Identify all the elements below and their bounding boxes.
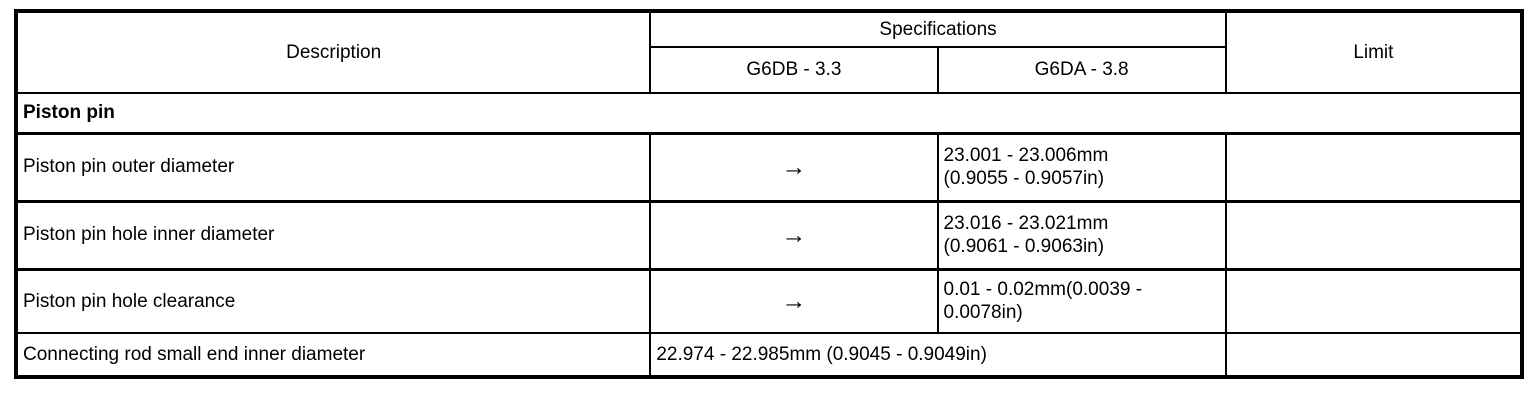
limit-cell (1224, 131, 1524, 202)
limit-cell (1224, 199, 1524, 270)
description-cell: Connecting rod small end inner diameter (14, 332, 652, 378)
table-row: Piston pin hole clearance → 0.01 - 0.02m… (14, 267, 1524, 334)
header-row-top: Description Specifications Limit (14, 10, 1524, 94)
g6db-spec-cell: → (649, 131, 939, 202)
section-header-row: Piston pin (15, 92, 1523, 134)
section-header-piston-pin: Piston pin (15, 92, 1523, 134)
column-header-description: Description (14, 10, 652, 94)
header-row-sub: G6DB - 3.3 G6DA - 3.8 (16, 46, 1522, 94)
g6da-spec-cell: 23.016 - 23.021mm (0.9061 - 0.9063in) (936, 199, 1227, 270)
column-header-g6db: G6DB - 3.3 (649, 46, 939, 94)
column-header-g6da: G6DA - 3.8 (936, 46, 1227, 94)
limit-cell (1224, 332, 1524, 378)
combined-spec-cell: 22.974 - 22.985mm (0.9045 - 0.9049in) (649, 332, 1227, 378)
description-cell: Piston pin hole clearance (14, 267, 652, 334)
g6da-spec-cell: 23.001 - 23.006mm (0.9055 - 0.9057in) (936, 131, 1227, 202)
table-row: Piston pin hole inner diameter → 23.016 … (14, 199, 1524, 270)
description-cell: Piston pin outer diameter (14, 131, 652, 202)
column-header-limit: Limit (1224, 10, 1524, 94)
right-arrow-icon: → (781, 287, 807, 315)
right-arrow-icon: → (781, 152, 807, 181)
g6db-spec-cell: → (649, 199, 939, 270)
right-arrow-icon: → (781, 220, 807, 249)
limit-cell (1224, 267, 1524, 334)
table-row: Piston pin outer diameter → 23.001 - 23.… (14, 131, 1524, 202)
g6db-spec-cell: → (649, 267, 939, 334)
column-header-specifications: Specifications (649, 10, 1227, 48)
table-row: Connecting rod small end inner diameter … (14, 332, 1524, 378)
piston-pin-spec-table: Description Specifications Limit G6DB - … (14, 9, 1524, 379)
description-cell: Piston pin hole inner diameter (14, 199, 652, 270)
g6da-spec-cell: 0.01 - 0.02mm(0.0039 - 0.0078in) (936, 267, 1227, 334)
